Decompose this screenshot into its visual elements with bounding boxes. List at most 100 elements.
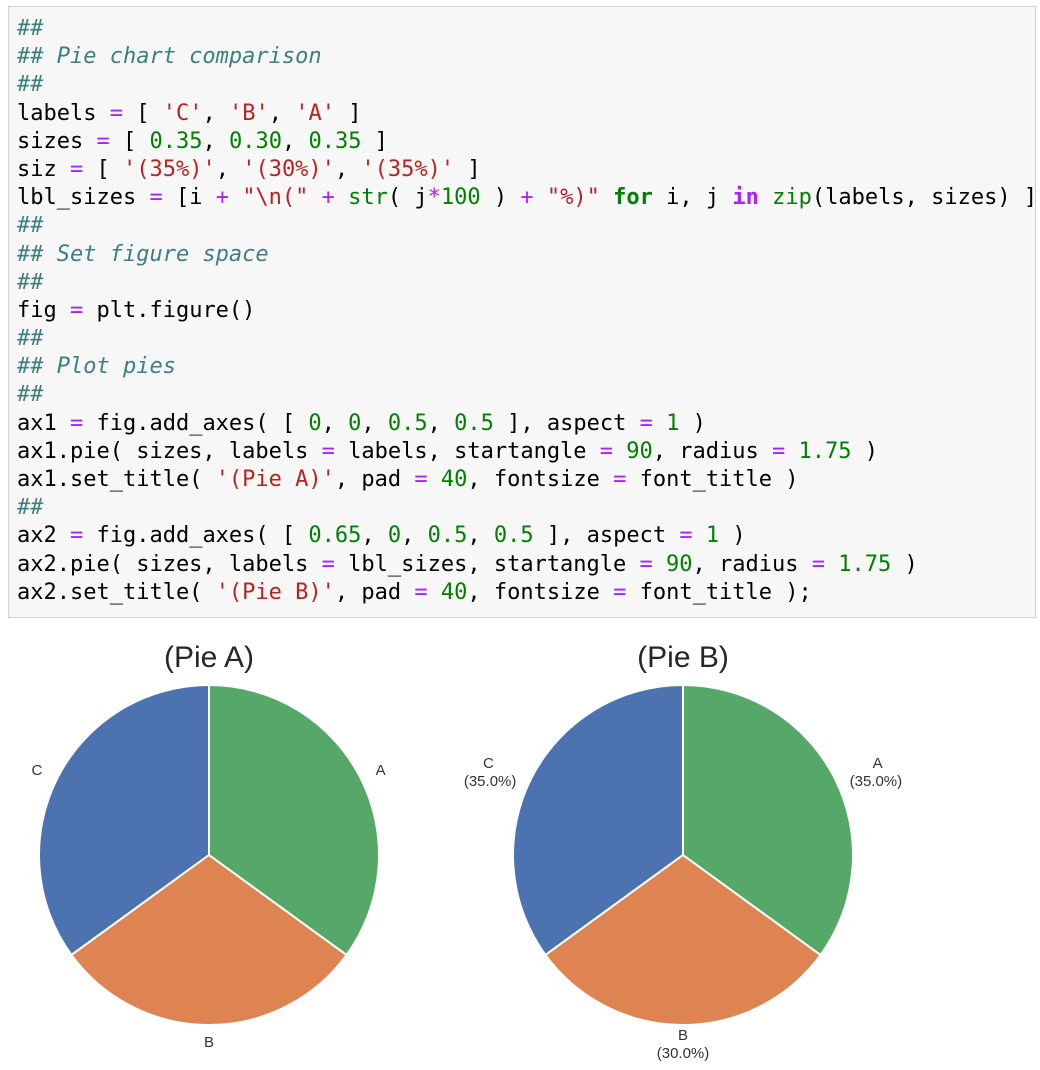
code-token: 0.35 xyxy=(149,128,203,154)
code-token: ) xyxy=(719,523,746,549)
code-token xyxy=(825,552,838,577)
code-token: font_title ) xyxy=(626,467,799,492)
code-token: , pad xyxy=(334,579,415,605)
code-line: ## xyxy=(17,494,1035,522)
code-token: = xyxy=(321,551,335,577)
code-token: = xyxy=(679,523,693,549)
code-line: ## Plot pies xyxy=(17,353,1035,381)
code-line: ## Set figure space xyxy=(17,241,1035,269)
code-token: 40 xyxy=(440,579,468,605)
code-editor[interactable]: ## ## Pie chart comparison ## labels = [ 'C… xyxy=(17,15,1037,607)
code-token: [ xyxy=(83,156,123,182)
code-token xyxy=(534,185,547,210)
code-line: ## xyxy=(17,325,1035,353)
code-token: zip xyxy=(772,185,812,211)
code-token: , pad xyxy=(334,467,415,492)
code-token: ] xyxy=(454,156,481,182)
pie-comparison-figure: (Pie A)CBA(Pie B)C(35.0%)B(30.0%)A(35.0%… xyxy=(32,641,903,1062)
code-token: sizes xyxy=(17,128,97,154)
code-token: ) xyxy=(891,551,918,577)
code-token: = xyxy=(772,438,786,464)
code-line: ## Pie chart comparison xyxy=(17,43,1035,71)
code-token: ax2.set_title( xyxy=(17,579,216,605)
code-token: = xyxy=(69,410,84,436)
code-token: ax1.set_title( xyxy=(17,467,216,492)
code-token: ## xyxy=(17,495,44,521)
code-token: in xyxy=(732,185,759,211)
code-token: 'A' xyxy=(295,100,335,126)
slice-label: C xyxy=(32,762,43,779)
pie-chart-b: (Pie B)C(35.0%)B(30.0%)A(35.0%) xyxy=(464,641,902,1062)
code-line: lbl_sizes = [i + "\n(" + str( j*100 ) + … xyxy=(17,184,1037,212)
slice-label: A xyxy=(873,755,883,772)
code-token: fig xyxy=(17,297,70,323)
code-token: = xyxy=(69,156,84,182)
code-token: [ xyxy=(109,128,150,154)
code-line: ax1.set_title( '(Pie A)', pad = 40, font… xyxy=(17,466,1035,494)
pie-slice-c xyxy=(38,683,210,957)
pie-slice-a xyxy=(682,683,854,957)
code-token: 90 xyxy=(626,438,653,464)
code-token: [i xyxy=(162,185,216,211)
code-token: = xyxy=(414,467,428,492)
code-token: , radius xyxy=(692,551,812,577)
code-token: i, j xyxy=(652,185,733,211)
code-token: , xyxy=(202,128,229,154)
code-token: 0 xyxy=(348,410,362,436)
code-token: 0.65 xyxy=(308,523,362,549)
code-token: siz xyxy=(17,156,70,182)
pie-slice-b xyxy=(70,853,348,1026)
code-token: lbl_sizes xyxy=(17,185,150,211)
code-token: 1.75 xyxy=(838,551,892,577)
slice-label: A xyxy=(376,762,386,779)
code-token: 100 xyxy=(440,185,481,211)
code-token: , xyxy=(401,523,428,549)
code-token: + xyxy=(215,185,229,211)
code-token: , xyxy=(427,410,455,436)
slice-percent-label: (35.0%) xyxy=(464,773,517,790)
code-token: 0 xyxy=(308,410,322,436)
code-token: , fontsize xyxy=(467,467,614,492)
code-token: 0 xyxy=(387,523,402,549)
code-token xyxy=(613,439,626,464)
code-token: "\n(" xyxy=(242,185,309,211)
code-token: , xyxy=(268,100,296,126)
code-token: '(35%)' xyxy=(361,156,455,182)
pie-title: (Pie B) xyxy=(637,641,729,674)
code-token: '(Pie A)' xyxy=(215,467,335,492)
code-token: ## xyxy=(17,382,44,408)
code-token: = xyxy=(96,128,110,154)
code-line: siz = [ '(35%)', '(30%)', '(35%)' ] xyxy=(17,156,1035,184)
code-token: ] xyxy=(334,100,362,126)
code-token: ax1.pie( sizes, labels xyxy=(17,438,322,464)
code-token: = xyxy=(639,551,653,577)
code-line: fig = plt.figure() xyxy=(17,297,1035,325)
code-token: , xyxy=(361,410,388,436)
code-token: 1 xyxy=(705,523,720,549)
code-line: labels = [ 'C', 'B', 'A' ] xyxy=(17,100,1035,128)
code-token xyxy=(653,411,666,436)
code-token: 0.30 xyxy=(228,128,282,154)
code-token: "%)" xyxy=(546,185,600,211)
code-token: 1.75 xyxy=(798,438,852,464)
code-token: ## xyxy=(17,213,44,239)
code-token: ax1 xyxy=(17,410,70,436)
code-cell[interactable]: ## ## Pie chart comparison ## labels = [ 'C… xyxy=(8,6,1037,618)
code-line: sizes = [ 0.35, 0.30, 0.35 ] xyxy=(17,128,1035,156)
code-line: ## xyxy=(17,15,1035,43)
code-token: , radius xyxy=(652,438,773,464)
code-token: = xyxy=(811,551,825,577)
code-token: fig.add_axes( [ xyxy=(83,410,309,436)
code-token: lbl_sizes, startangle xyxy=(334,551,640,577)
code-token: 0.35 xyxy=(308,128,362,154)
code-token: ## xyxy=(17,72,44,98)
code-token: , xyxy=(281,128,309,154)
code-token xyxy=(693,523,706,548)
pie-slice-a xyxy=(208,683,380,957)
slice-label: B xyxy=(204,1034,214,1051)
cell-output: (Pie A) C B A (Pie B) C (35.0%) B (30.0%) A (35.0%… xyxy=(0,622,1040,1065)
code-token xyxy=(335,185,348,210)
code-line: ## xyxy=(17,269,1035,297)
code-token: = xyxy=(69,523,84,549)
pie-chart-a: (Pie A) C B A xyxy=(32,641,386,1051)
